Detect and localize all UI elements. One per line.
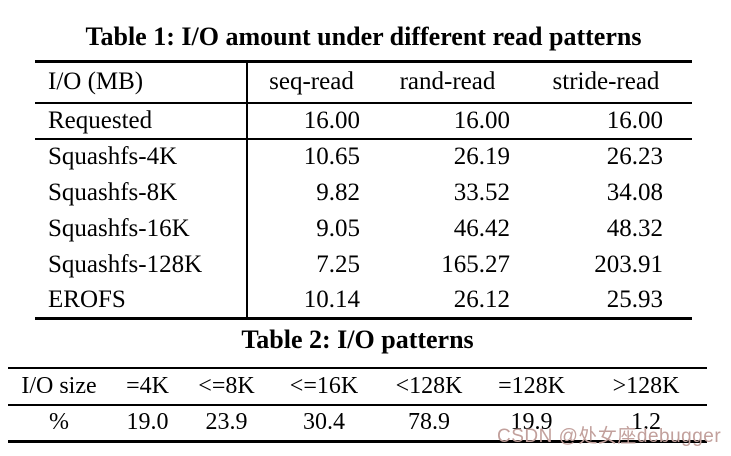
value-cell: 25.93 bbox=[606, 285, 663, 313]
row-label: % bbox=[49, 409, 69, 436]
value-cell: 203.91 bbox=[594, 250, 663, 278]
table1-col-header-rand-read: rand-read bbox=[375, 61, 520, 104]
table1: I/O (MB) seq-read rand-read stride-read … bbox=[35, 60, 692, 320]
table1-caption: Table 1: I/O amount under different read… bbox=[85, 22, 642, 51]
value-cell: 19.9 bbox=[510, 409, 553, 436]
value-cell: 16.00 bbox=[520, 102, 692, 140]
value-cell: 26.23 bbox=[606, 143, 663, 170]
table2-col-header-le8k: <=8K bbox=[185, 368, 268, 406]
table2-col-header-gt128k: >128K bbox=[585, 368, 707, 406]
table2-caption: Table 2: I/O patterns bbox=[241, 325, 474, 354]
table1-row-erofs: EROFS 10.14 26.12 25.93 bbox=[35, 282, 692, 319]
row-label: Squashfs-128K bbox=[48, 250, 203, 278]
value-cell: 9.05 bbox=[246, 210, 375, 247]
csdn-watermark: CSDN @处女座debugger bbox=[497, 426, 722, 447]
table2-row-percent: % 19.0 23.9 30.4 78.9 19.9 1.2 bbox=[8, 405, 707, 441]
table2-col-header-eq4k: =4K bbox=[110, 368, 185, 406]
value-cell: 9.82 bbox=[246, 174, 375, 211]
value-cell: 33.52 bbox=[453, 178, 510, 206]
value-cell: 23.9 bbox=[205, 409, 248, 436]
table1-col-header-seq-read: seq-read bbox=[246, 61, 375, 104]
value-cell: 1.2 bbox=[631, 409, 661, 436]
value-cell: 46.42 bbox=[453, 214, 510, 242]
table1-row-squashfs-8k: Squashfs-8K 9.82 33.52 34.08 bbox=[35, 174, 692, 211]
value-cell: 26.19 bbox=[453, 143, 510, 170]
table1-col-header-io-mb: I/O (MB) bbox=[35, 61, 247, 104]
value-cell: 7.25 bbox=[246, 246, 375, 283]
value-cell: 16.00 bbox=[375, 102, 520, 140]
table2-col-header-eq128k: =128K bbox=[478, 368, 585, 406]
table2-col-header-lt128k: <128K bbox=[380, 368, 478, 406]
table2-col-header-io-size: I/O size bbox=[8, 368, 110, 406]
table2-header-row: I/O size =4K <=8K <=16K <128K =128K >128… bbox=[8, 368, 707, 406]
value-cell: 78.9 bbox=[408, 409, 450, 436]
table1-row-squashfs-16k: Squashfs-16K 9.05 46.42 48.32 bbox=[35, 210, 692, 247]
table1-row-requested: Requested 16.00 16.00 16.00 bbox=[35, 102, 692, 140]
row-label: Squashfs-8K bbox=[48, 178, 178, 206]
row-label: Requested bbox=[35, 102, 247, 140]
value-cell: 30.4 bbox=[303, 409, 345, 436]
row-label: Squashfs-16K bbox=[48, 214, 190, 242]
value-cell: 10.65 bbox=[246, 138, 375, 175]
table2-col-header-le16k: <=16K bbox=[268, 368, 380, 406]
table1-row-squashfs-4k: Squashfs-4K 10.65 26.19 26.23 bbox=[35, 138, 692, 175]
value-cell: 48.32 bbox=[606, 214, 663, 242]
value-cell: 10.14 bbox=[246, 282, 375, 319]
value-cell: 34.08 bbox=[606, 178, 663, 206]
table1-header-row: I/O (MB) seq-read rand-read stride-read bbox=[35, 61, 692, 104]
table1-row-squashfs-128k: Squashfs-128K 7.25 165.27 203.91 bbox=[35, 246, 692, 283]
table2: I/O size =4K <=8K <=16K <128K =128K >128… bbox=[8, 367, 707, 443]
row-label: EROFS bbox=[48, 285, 126, 313]
value-cell: 19.0 bbox=[126, 409, 169, 436]
row-label: Squashfs-4K bbox=[48, 143, 178, 170]
value-cell: 26.12 bbox=[453, 285, 510, 313]
value-cell: 165.27 bbox=[441, 250, 510, 278]
table1-col-header-stride-read: stride-read bbox=[520, 61, 692, 104]
value-cell: 16.00 bbox=[246, 102, 375, 140]
